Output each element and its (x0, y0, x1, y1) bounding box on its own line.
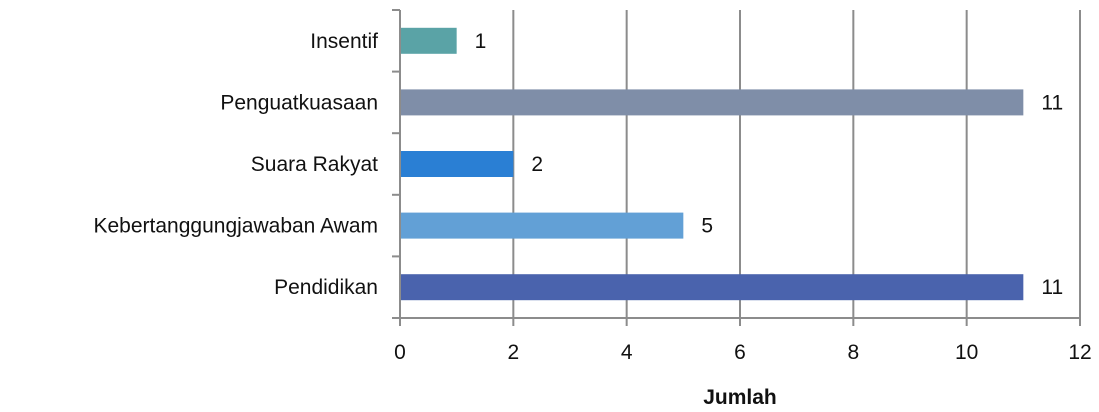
x-axis-title: Jumlah (703, 386, 777, 409)
data-label-2: 2 (531, 153, 543, 176)
category-label-0: Insentif (310, 30, 378, 53)
bars (400, 27, 1024, 301)
data-label-3: 5 (701, 215, 713, 238)
bar-1 (400, 89, 1024, 116)
bar-0 (400, 27, 457, 54)
x-tick-label-0: 0 (394, 341, 406, 364)
bar-4 (400, 274, 1024, 301)
data-label-4: 11 (1041, 276, 1063, 299)
x-tick-label-4: 4 (621, 341, 633, 364)
x-tick-label-8: 8 (847, 341, 859, 364)
x-tick-label-2: 2 (507, 341, 519, 364)
category-label-4: Pendidikan (274, 276, 378, 299)
gridlines (512, 10, 1081, 318)
category-label-1: Penguatkuasaan (220, 91, 378, 114)
bar-3 (400, 212, 684, 239)
bar-2 (400, 151, 514, 177)
x-tick-label-10: 10 (955, 341, 978, 364)
category-label-3: Kebertanggungjawaban Awam (94, 215, 379, 238)
x-tick-label-12: 12 (1068, 341, 1091, 364)
category-labels: Insentif Penguatkuasaan Suara Rakyat Kebert… (94, 30, 379, 299)
tick-labels: 0 2 4 6 8 10 12 (394, 341, 1092, 364)
data-label-0: 1 (475, 30, 487, 53)
x-tick-label-6: 6 (734, 341, 746, 364)
category-label-2: Suara Rakyat (251, 153, 378, 176)
data-label-1: 11 (1041, 91, 1063, 114)
axes (392, 9, 1081, 326)
